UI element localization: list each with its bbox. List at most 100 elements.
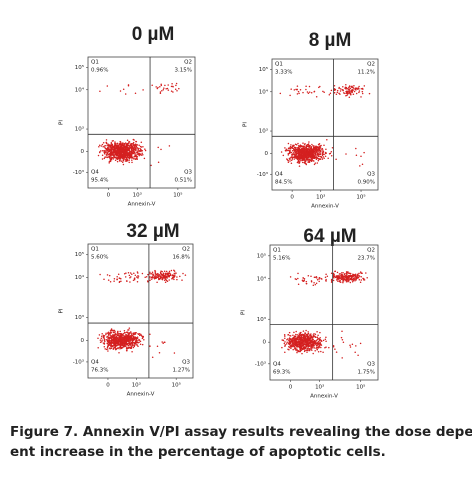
event-dot <box>315 276 318 278</box>
event-dot <box>310 149 312 152</box>
event-dot <box>311 336 313 339</box>
event-dot <box>333 84 336 87</box>
quadrant-name: Q2 <box>184 60 192 66</box>
event-dot <box>354 351 356 354</box>
event-dot <box>110 339 113 341</box>
event-dot <box>319 331 321 334</box>
event-dot <box>300 340 302 343</box>
event-dot <box>310 333 312 335</box>
event-dot <box>118 146 120 149</box>
event-dot <box>126 348 128 351</box>
flow-plot: 64 µM Q1 5.16% Q2 23.7% Q4 69.3% Q3 1.75% 10⁵ 10⁴ 1… <box>241 226 379 400</box>
event-dot <box>116 148 118 150</box>
event-dot <box>150 164 152 167</box>
event-dot <box>104 156 106 158</box>
event-dot <box>133 337 136 340</box>
event-dot <box>317 146 319 149</box>
event-dot <box>320 149 322 152</box>
event-dot <box>119 142 121 145</box>
event-dot <box>352 279 355 281</box>
x-tick-label: 10³ <box>132 382 141 389</box>
event-dot <box>319 85 321 88</box>
event-dot <box>308 161 311 163</box>
event-dot <box>109 281 112 283</box>
event-dot <box>114 333 116 336</box>
event-dot <box>347 277 350 279</box>
quadrant-name: Q1 <box>91 60 99 66</box>
event-dot <box>297 277 299 280</box>
event-dot <box>137 277 139 279</box>
event-dot <box>319 336 321 339</box>
event-dot <box>151 84 153 87</box>
event-dot <box>290 159 293 162</box>
event-dot <box>292 340 295 342</box>
event-dot <box>302 145 305 148</box>
event-dot <box>348 91 351 93</box>
x-tick-label: 0 <box>106 383 110 389</box>
event-dot <box>330 272 333 275</box>
event-dot <box>294 146 297 149</box>
event-dot <box>100 150 102 152</box>
event-dot <box>336 271 339 274</box>
event-dot <box>345 276 348 279</box>
event-dot <box>300 347 303 349</box>
event-dot <box>173 269 175 271</box>
event-dot <box>307 342 310 345</box>
event-dot <box>330 89 333 92</box>
event-dot <box>118 280 121 283</box>
event-dot <box>104 150 107 152</box>
event-dot <box>158 352 161 354</box>
event-dot <box>320 346 322 349</box>
event-dot <box>310 148 313 150</box>
event-dot <box>123 344 126 346</box>
event-dot <box>163 87 165 89</box>
y-tick-label: 0 <box>81 338 85 344</box>
event-dot <box>291 156 294 158</box>
event-dot <box>105 139 108 141</box>
event-dot <box>133 277 136 280</box>
event-dot <box>295 154 298 156</box>
event-dot <box>112 154 115 156</box>
event-dot <box>103 334 106 337</box>
event-dot <box>121 335 123 338</box>
event-dot <box>163 341 166 343</box>
event-dot <box>115 340 117 342</box>
event-dot <box>157 86 159 89</box>
event-dot <box>296 350 299 352</box>
event-dot <box>138 144 140 147</box>
event-dot <box>128 274 131 277</box>
event-dot <box>123 147 125 150</box>
event-dot <box>134 92 137 94</box>
event-dot <box>312 160 314 162</box>
event-dot <box>142 146 144 148</box>
event-dot <box>306 148 308 151</box>
event-dot <box>344 92 346 95</box>
event-dot <box>128 145 131 148</box>
event-dot <box>136 153 138 156</box>
event-dot <box>326 275 329 278</box>
event-dot <box>113 277 116 280</box>
event-dot <box>315 156 318 159</box>
event-dot <box>120 144 122 147</box>
event-dot <box>116 331 119 333</box>
event-dot <box>149 271 151 273</box>
event-dot <box>328 94 331 96</box>
event-dot <box>347 275 349 277</box>
event-dot <box>324 155 327 158</box>
event-dot <box>336 276 338 279</box>
event-dot <box>167 275 169 277</box>
event-dot <box>112 347 115 350</box>
event-dot <box>356 88 359 90</box>
event-dot <box>302 330 305 332</box>
event-dot <box>355 87 358 90</box>
event-dot <box>125 149 128 151</box>
event-dot <box>360 272 363 275</box>
event-dot <box>312 344 314 347</box>
event-dot <box>117 334 119 336</box>
event-dot <box>164 272 167 275</box>
event-dot <box>314 342 316 345</box>
event-dot <box>129 276 131 279</box>
event-dot <box>295 342 298 344</box>
event-dot <box>112 334 114 336</box>
event-dot <box>332 276 335 278</box>
